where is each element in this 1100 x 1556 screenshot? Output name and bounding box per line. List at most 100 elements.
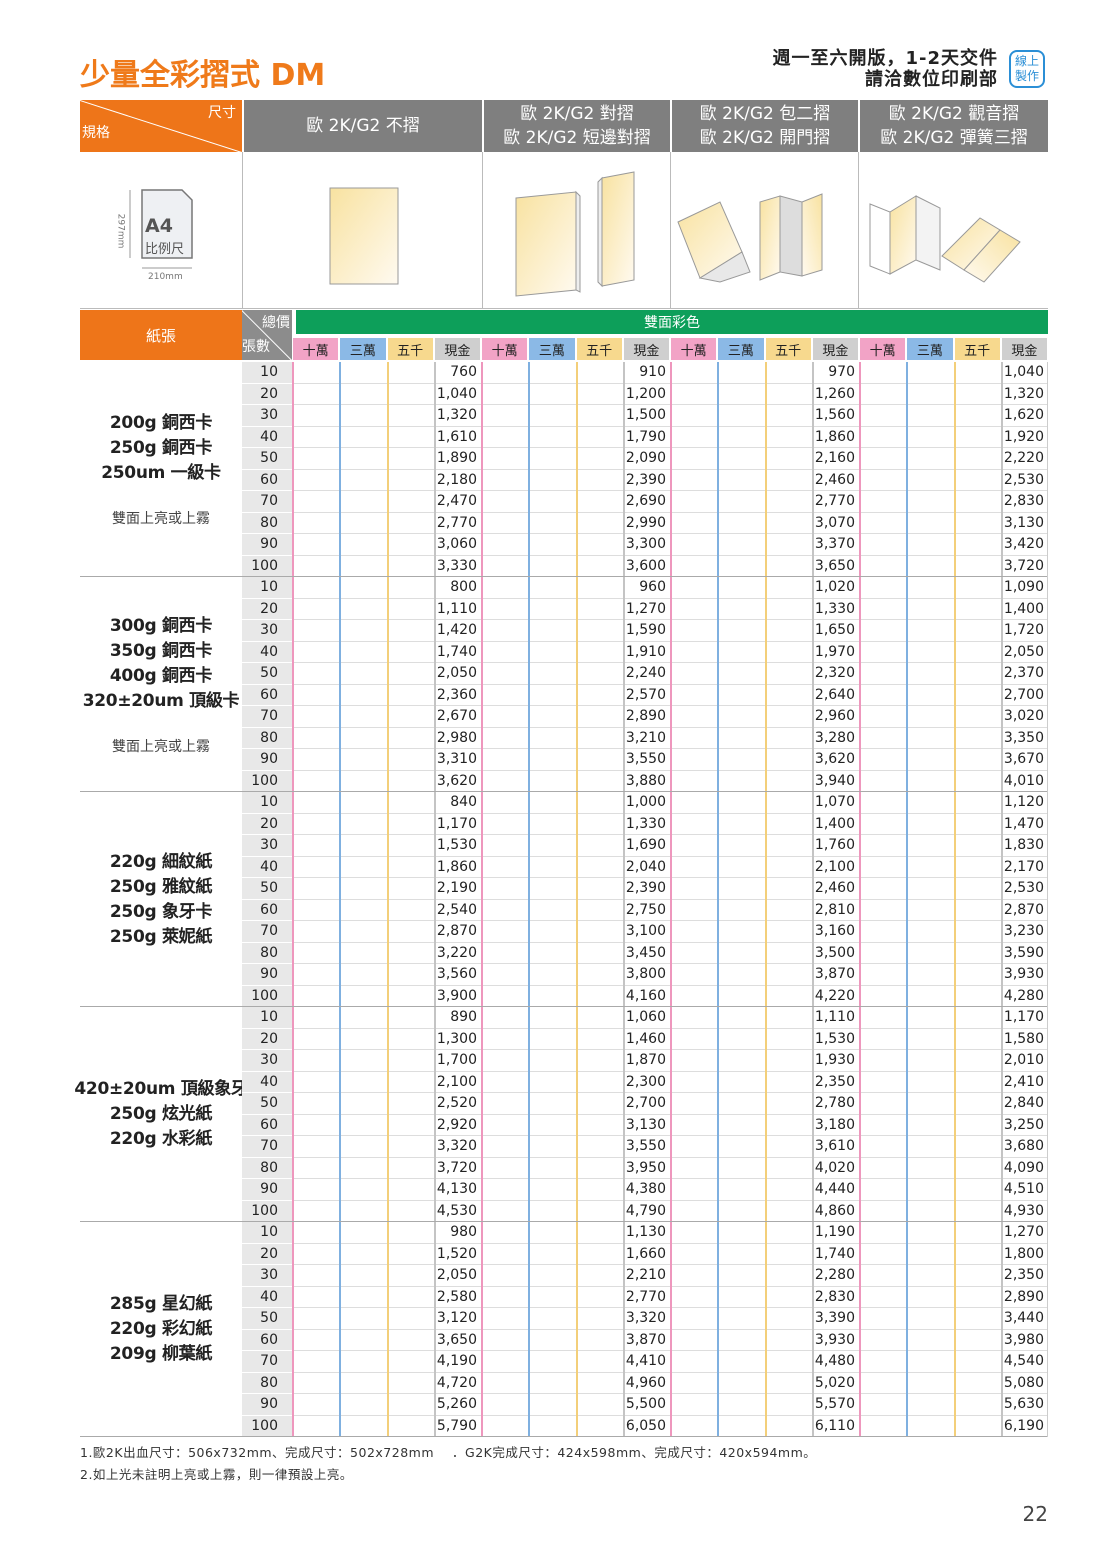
- paper-name: 250g 炫光紙: [109, 1104, 213, 1124]
- price-cell: 1,200: [625, 385, 666, 402]
- price-cell: 1,700: [436, 1052, 477, 1068]
- qty-cell: 30: [242, 405, 292, 427]
- column-line: [717, 792, 720, 1007]
- price-cell: 3,650: [814, 557, 855, 574]
- price-column-header: 五千: [387, 338, 433, 360]
- column-line: [622, 1007, 625, 1222]
- price-cell: 1,910: [625, 643, 666, 660]
- price-cell: 1,860: [436, 858, 477, 875]
- corner-cell: 尺寸 規格: [80, 100, 242, 152]
- column-line: [764, 577, 767, 792]
- price-cell: 2,750: [625, 901, 666, 918]
- group-line: [80, 1436, 1048, 1437]
- price-cell: 2,840: [1003, 1095, 1044, 1111]
- price-column-header: 三萬: [718, 338, 764, 360]
- column-line: [906, 1007, 909, 1222]
- price-cell: 3,350: [1003, 729, 1044, 746]
- price-cell: 3,070: [814, 514, 855, 531]
- paper-name: 320±20um 頂級卡: [82, 690, 240, 711]
- price-cell: 4,720: [436, 1374, 477, 1391]
- qty-cell: 30: [242, 835, 292, 857]
- a4-scale: 比例尺: [145, 242, 185, 257]
- qty-cell: 100: [242, 555, 292, 577]
- price-cell: 4,510: [1003, 1181, 1044, 1197]
- price-cell: 2,220: [1003, 450, 1044, 466]
- price-cell: 890: [450, 1009, 477, 1025]
- price-cell: 3,590: [1003, 944, 1044, 961]
- qty-cell: 60: [242, 1329, 292, 1351]
- price-cell: 4,930: [1003, 1202, 1044, 1219]
- price-cell: 3,870: [814, 966, 855, 982]
- price-cell: 2,530: [1003, 471, 1044, 488]
- column-line: [859, 1222, 861, 1437]
- price-cell: 3,130: [625, 1116, 666, 1133]
- qty-cell: 80: [242, 512, 292, 534]
- paper-note: 雙面上亮或上霧: [112, 738, 210, 755]
- qty-cell: 90: [242, 1179, 292, 1201]
- paper-name: 250g 雅紋紙: [109, 876, 213, 897]
- column-line: [481, 1222, 483, 1437]
- trifold: [677, 193, 823, 283]
- qty-cell: 60: [242, 684, 292, 706]
- qty-cell: 50: [242, 663, 292, 685]
- price-cell: 3,230: [1003, 923, 1044, 939]
- column-line: [339, 1007, 342, 1222]
- qty-cell: 60: [242, 1114, 292, 1136]
- column-line: [622, 1222, 625, 1437]
- price-cell: 3,670: [1003, 751, 1044, 767]
- price-cell: 2,180: [436, 471, 477, 488]
- column-line: [1000, 577, 1003, 792]
- column-line: [622, 362, 625, 577]
- price-cell: 1,690: [625, 837, 666, 853]
- paper-name: 250g 象牙卡: [109, 901, 213, 922]
- paper-name: 250g 銅西卡: [109, 438, 213, 458]
- illustrations: [129, 171, 1021, 297]
- qty-cell: 40: [242, 856, 292, 878]
- paper-group-label: 420±20um 頂級象牙 250g 炫光紙 220g 水彩紙: [74, 1007, 248, 1222]
- price-cell: 4,790: [625, 1202, 666, 1219]
- price-cell: 5,790: [436, 1417, 477, 1434]
- paper-name: 209g 柳葉紙: [109, 1344, 213, 1364]
- price-cell: 3,020: [1003, 708, 1044, 724]
- price-cell: 1,400: [814, 815, 855, 832]
- price-cell: 3,930: [1003, 966, 1044, 982]
- a4-icon: [129, 189, 193, 269]
- price-cell: 4,540: [1003, 1353, 1044, 1369]
- price-cell: 2,580: [436, 1288, 477, 1305]
- column-line: [575, 1007, 578, 1222]
- paper-name: 220g 細紋紙: [109, 851, 213, 872]
- price-cell: 1,660: [625, 1245, 666, 1262]
- qty-cell: 30: [242, 1050, 292, 1072]
- paper-name: 420±20um 頂級象牙: [74, 1079, 248, 1099]
- price-cell: 1,090: [1003, 579, 1044, 595]
- price-column-header: 十萬: [482, 338, 528, 360]
- price-cell: 1,130: [625, 1224, 666, 1240]
- column-line: [528, 362, 531, 577]
- qty-cell: 50: [242, 1308, 292, 1330]
- price-column-header: 三萬: [340, 338, 386, 360]
- price-cell: 3,930: [814, 1331, 855, 1348]
- price-cell: 2,190: [436, 880, 477, 896]
- price-cell: 2,890: [1003, 1288, 1044, 1305]
- price-cell: 2,300: [625, 1073, 666, 1090]
- price-cell: 1,500: [625, 407, 666, 423]
- price-cell: 2,050: [1003, 643, 1044, 660]
- column-line: [906, 1222, 909, 1437]
- price-cell: 1,330: [814, 600, 855, 617]
- column-line: [764, 1222, 767, 1437]
- qty-cell: 10: [242, 792, 292, 814]
- price-cell: 3,720: [436, 1159, 477, 1176]
- qty-cell: 80: [242, 1157, 292, 1179]
- price-cell: 2,770: [436, 514, 477, 531]
- column-line: [811, 577, 814, 792]
- qty-cell: 70: [242, 491, 292, 513]
- color-band: 雙面彩色: [296, 310, 1048, 334]
- price-column-header: 十萬: [671, 338, 717, 360]
- qty-cell: 90: [242, 534, 292, 556]
- price-cell: 1,060: [625, 1009, 666, 1025]
- column-line: [386, 1007, 389, 1222]
- price-cell: 1,590: [625, 622, 666, 638]
- price-cell: 3,550: [625, 751, 666, 767]
- qty-cell: 90: [242, 749, 292, 771]
